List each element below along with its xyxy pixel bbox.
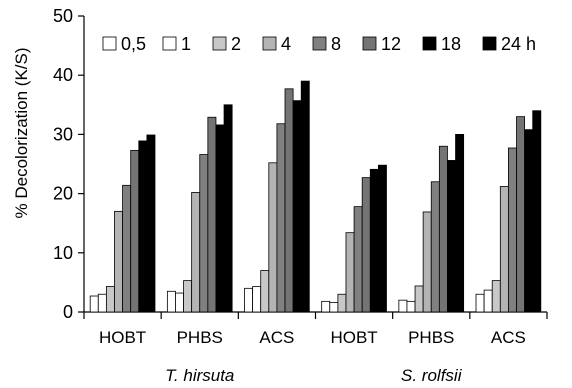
bar [524,129,534,313]
legend-swatch [482,36,497,51]
bar [252,286,262,313]
bar [499,186,509,313]
bar [89,295,99,313]
bar [146,134,156,313]
bar [166,290,176,313]
legend-label: 2 [231,34,241,54]
legend-swatch [262,36,277,51]
bar [455,133,465,313]
bar [532,110,542,313]
x-tick-label: ACS [491,328,526,347]
bar [223,104,233,313]
bar [369,168,379,313]
group-label: S. rolfsii [401,366,463,385]
legend-swatch [212,36,227,51]
bar [377,164,387,313]
legend-label: 18 [441,34,461,54]
legend: 0,5 1 2 4 8 12 18 24 h [102,34,536,54]
y-tick-label: 30 [53,124,73,144]
bar [114,210,123,313]
legend-label: 4 [281,34,291,54]
bar [183,280,193,313]
bar [207,116,217,313]
bar [268,162,278,313]
bar [447,160,456,313]
bar [97,293,107,313]
bar [175,292,184,313]
x-tick-label: HOBT [99,328,146,347]
bar [138,140,148,313]
y-tick-label: 40 [53,65,73,85]
bar [105,286,115,313]
group-label: T. hirsuta [165,366,234,385]
bar [361,177,371,313]
bar [199,154,209,313]
y-axis: 0 10 20 30 40 50 [53,6,85,322]
x-tick-label: PHBS [408,328,454,347]
bar [508,147,517,313]
x-tick-label: PHBS [177,328,223,347]
x-tick-label: ACS [259,328,294,347]
bar [122,184,132,313]
y-tick-label: 50 [53,6,73,26]
bar [398,299,408,313]
bar [284,88,294,313]
bar [276,123,286,313]
y-axis-title: % Decolorization (K/S) [12,47,31,218]
legend-label: 0,5 [121,34,146,54]
bar [345,232,355,313]
legend-swatch [162,36,177,51]
bar [191,192,201,313]
bar [353,206,363,313]
bar [483,289,493,313]
legend-label: 12 [381,34,401,54]
bar [422,211,432,313]
bar [321,300,331,313]
y-tick-label: 20 [53,184,73,204]
bar [438,145,448,313]
bar [292,100,302,313]
bar [130,149,140,313]
bar [300,80,310,313]
y-tick-label: 0 [63,302,73,322]
bar [215,124,225,313]
legend-label: 8 [331,34,341,54]
bar [475,293,485,313]
x-axis: HOBT PHBS ACS HOBT PHBS ACS T. hirsuta S. rolfs… [83,311,548,385]
x-tick-label: HOBT [330,328,377,347]
bar [516,116,526,313]
bars [89,80,542,313]
legend-swatch [362,36,377,51]
bar [430,181,440,313]
bar [406,300,416,313]
legend-swatch [102,36,117,51]
legend-label: 24 h [501,34,536,54]
bar [414,285,424,313]
bar [329,302,339,313]
bar [337,293,347,313]
bar [491,280,501,313]
y-tick-label: 10 [53,243,73,263]
legend-swatch [312,36,327,51]
legend-label: 1 [181,34,191,54]
bar [244,287,254,313]
bar [260,270,270,313]
legend-swatch [422,36,437,51]
